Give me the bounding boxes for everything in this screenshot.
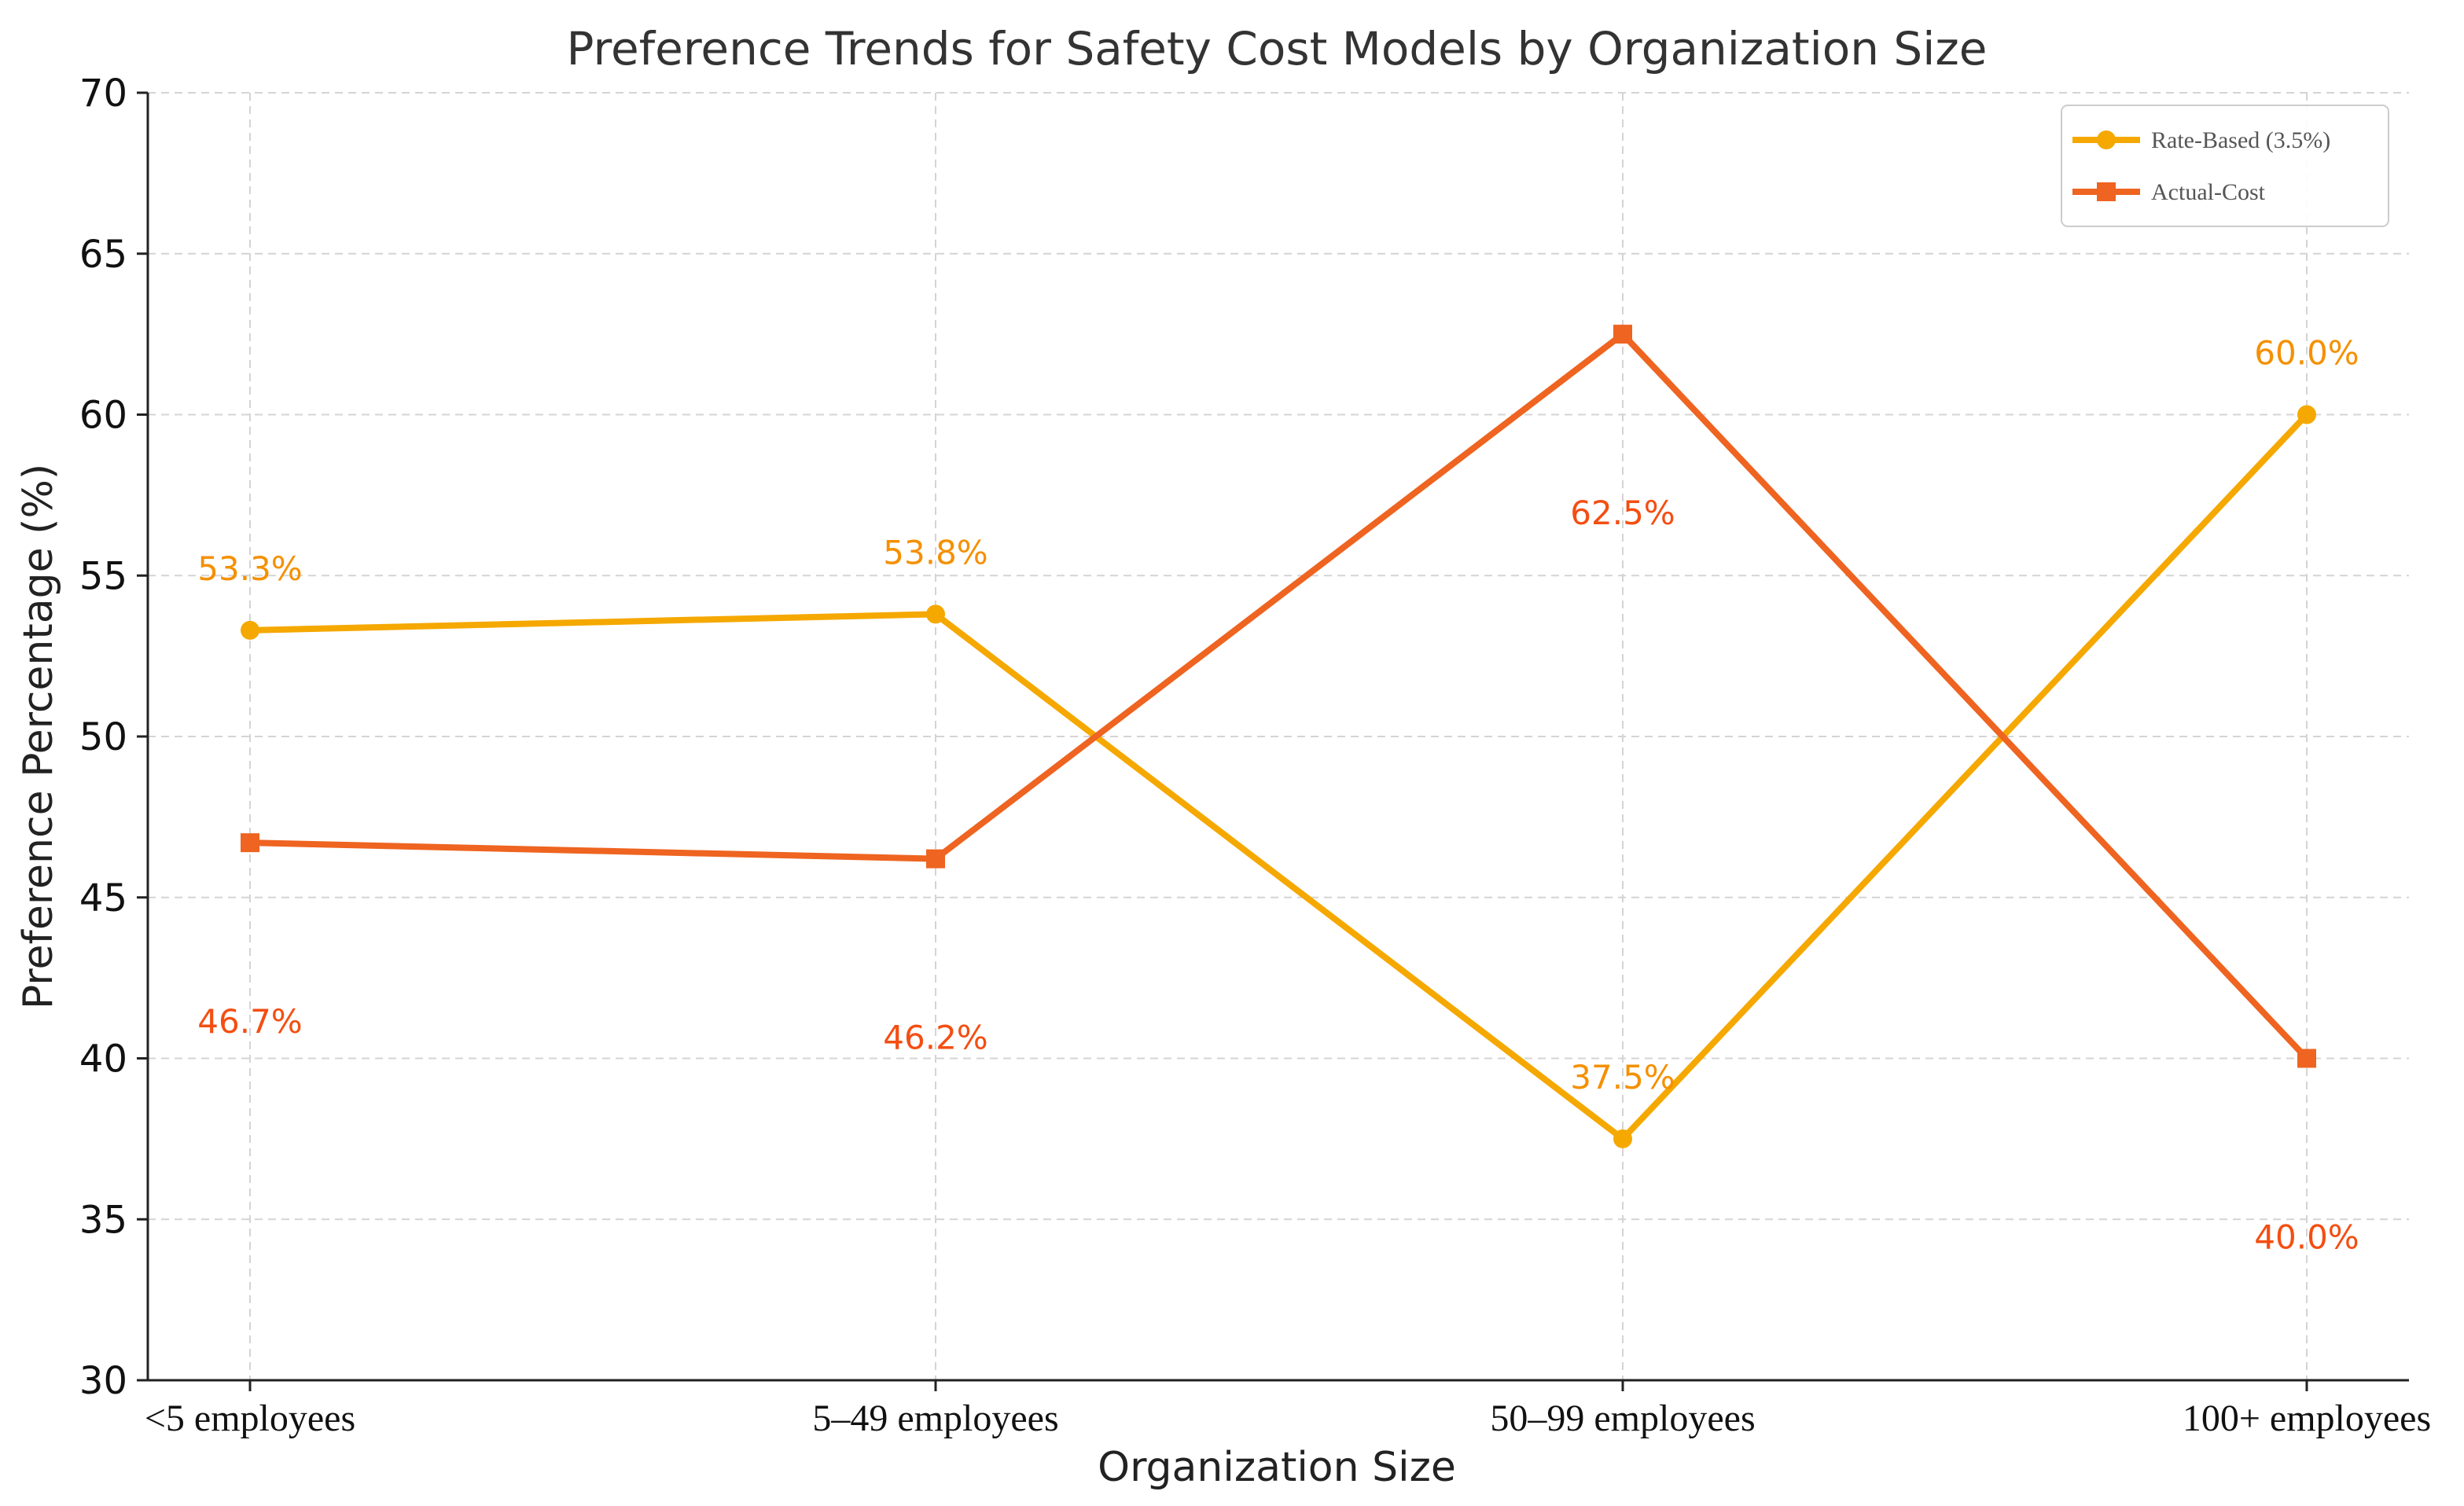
data-label-actual-cost: 46.7% [197, 1002, 302, 1041]
series-line-actual-cost [249, 331, 2309, 1061]
data-point-actual-cost [926, 849, 945, 869]
data-label-rate-based: 53.8% [883, 533, 987, 571]
data-label-actual-cost: 46.2% [883, 1019, 987, 1057]
data-label-rate-based: 60.0% [2254, 334, 2359, 373]
chart-title: Preference Trends for Safety Cost Models… [567, 22, 1988, 75]
data-point-actual-cost [241, 833, 259, 853]
y-tick-label: 55 [79, 554, 127, 598]
data-label-rate-based: 37.5% [1570, 1058, 1675, 1096]
legend-label-actual-cost: Actual-Cost [2151, 179, 2266, 205]
grid-lines [148, 92, 2409, 1380]
y-axis-label: Preference Percentage (%) [15, 464, 62, 1009]
data-point-rate-based [2297, 405, 2316, 424]
y-tick-label: 30 [79, 1359, 127, 1403]
x-tick-label: 100+ employees [2183, 1398, 2431, 1439]
legend-marker-actual-cost [2097, 182, 2116, 201]
x-tick-label: 5–49 employees [812, 1398, 1058, 1439]
y-tick-label: 60 [79, 394, 127, 438]
data-label-actual-cost: 62.5% [1570, 494, 1675, 532]
y-tick-label: 50 [79, 715, 127, 759]
data-labels: 53.3% 53.8% 37.5% 60.0% 46.7% 46.2% 62.5% 40.0% [197, 334, 2359, 1257]
legend-marker-rate-based [2097, 130, 2116, 149]
y-tick-label: 70 [79, 72, 127, 116]
legend-box [2061, 105, 2389, 227]
legend: Rate-Based (3.5%) Actual-Cost [2061, 105, 2389, 227]
legend-label-rate-based: Rate-Based (3.5%) [2151, 127, 2330, 153]
data-label-rate-based: 53.3% [197, 549, 302, 588]
y-tick-label: 45 [79, 876, 127, 920]
data-point-actual-cost [1613, 325, 1632, 344]
y-axis-ticks: 30 35 40 45 50 55 60 65 70 [79, 72, 148, 1403]
x-axis-ticks: <5 employees 5–49 employees 50–99 employee… [145, 1380, 2431, 1439]
data-label-actual-cost: 40.0% [2254, 1218, 2359, 1257]
y-tick-label: 35 [79, 1198, 127, 1242]
data-point-rate-based [926, 604, 945, 624]
y-tick-label: 40 [79, 1038, 127, 1082]
series-lines [241, 325, 2316, 1148]
data-point-rate-based [1613, 1129, 1632, 1148]
x-tick-label: <5 employees [145, 1398, 355, 1439]
data-point-actual-cost [2297, 1049, 2316, 1068]
series-line-rate-based [249, 412, 2309, 1142]
x-axis-label: Organization Size [1098, 1444, 1456, 1491]
y-tick-label: 65 [79, 233, 127, 277]
x-tick-label: 50–99 employees [1490, 1398, 1755, 1439]
data-point-rate-based [241, 620, 259, 640]
